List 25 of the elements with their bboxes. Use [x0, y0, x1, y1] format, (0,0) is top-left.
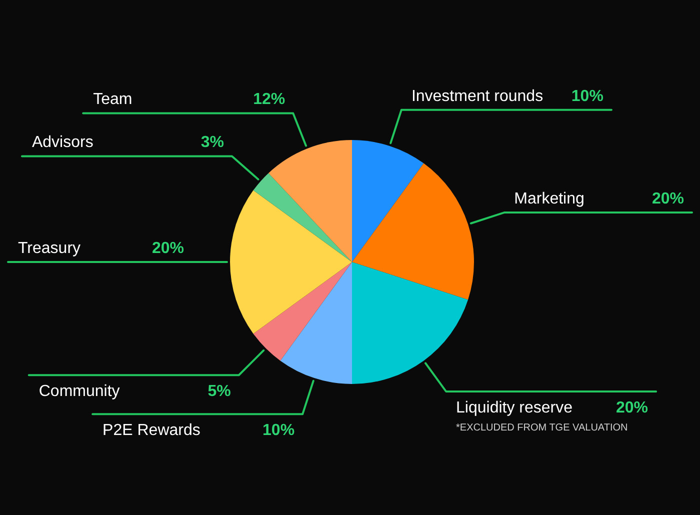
data-label: 20% [152, 240, 184, 257]
data-label: 3% [200, 134, 224, 152]
slice-label: Community [38, 383, 120, 400]
slice-label: Advisors [32, 134, 94, 152]
data-label: 20% [652, 190, 684, 208]
pie-slice [253, 262, 352, 361]
pie-slice [352, 262, 468, 384]
pie-slice [268, 140, 352, 262]
pie-slice [352, 140, 424, 262]
data-label: 10% [262, 422, 295, 440]
slice-label: Marketing [514, 190, 584, 208]
data-label: 12% [253, 91, 286, 108]
pie-slice [230, 190, 352, 334]
slice-label: Team [93, 91, 132, 108]
slice-label: P2E Rewards [102, 422, 200, 440]
slice-label: Treasury [18, 240, 81, 257]
data-label: 10% [571, 88, 604, 105]
pie-slice [352, 163, 474, 300]
slice-label: Investment rounds [411, 88, 544, 105]
pie-slice [280, 262, 352, 384]
text: *EXCLUDED FROM TGE VALUATION [456, 422, 628, 434]
pie-slice [253, 173, 352, 262]
data-label: 5% [208, 383, 231, 400]
slice-label: Liquidity reserve [456, 399, 573, 416]
data-label: 20% [616, 399, 648, 416]
